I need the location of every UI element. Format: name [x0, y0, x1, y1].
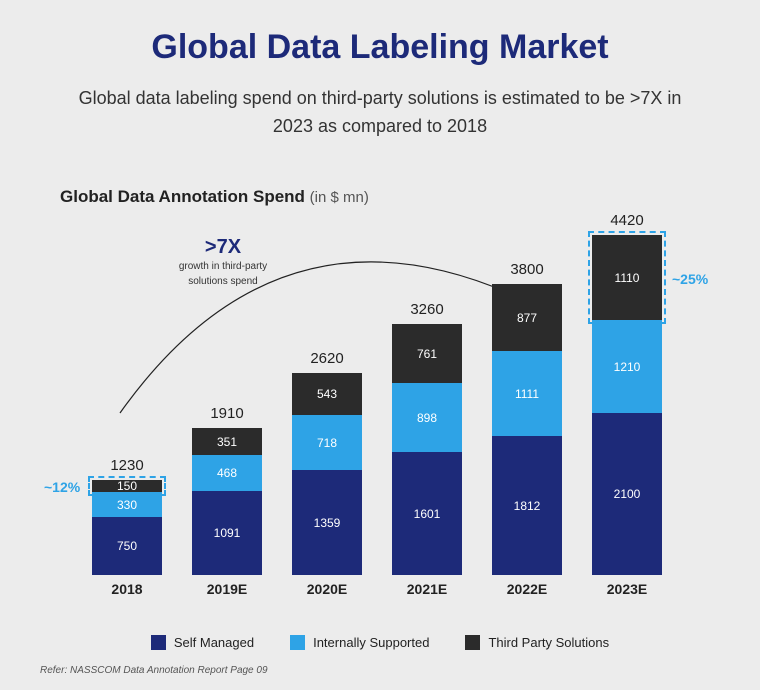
seg-self-managed: 1601	[392, 452, 462, 575]
seg-value: 718	[317, 436, 337, 450]
seg-self-managed: 750	[92, 517, 162, 575]
pct-label: ~12%	[44, 479, 80, 495]
bar-2019E: 109146835119102019E	[192, 428, 262, 575]
bar-total: 3260	[392, 301, 462, 324]
seg-value: 877	[517, 311, 537, 325]
seg-value: 1210	[614, 360, 641, 374]
seg-value: 898	[417, 411, 437, 425]
footnote: Refer: NASSCOM Data Annotation Report Pa…	[40, 665, 268, 676]
seg-third-party-solutions: 877	[492, 284, 562, 351]
legend-item: Third Party Solutions	[465, 635, 609, 650]
bar-total: 3800	[492, 261, 562, 284]
x-axis-label: 2023E	[592, 575, 662, 597]
seg-value: 1110	[615, 271, 640, 285]
seg-third-party-solutions: 1110	[592, 235, 662, 320]
seg-internally-supported: 468	[192, 455, 262, 491]
pct-label: ~25%	[672, 271, 708, 287]
seg-internally-supported: 718	[292, 415, 362, 470]
seg-internally-supported: 1210	[592, 320, 662, 413]
bar-total: 1230	[92, 457, 162, 480]
chart-title-units: (in $ mn)	[310, 189, 369, 206]
x-axis-label: 2020E	[292, 575, 362, 597]
seg-self-managed: 1359	[292, 470, 362, 575]
seg-third-party-solutions: 351	[192, 428, 262, 455]
seg-value: 761	[417, 347, 437, 361]
seg-value: 750	[117, 539, 137, 553]
bar-total: 1910	[192, 405, 262, 428]
bar-total: 2620	[292, 350, 362, 373]
bar-2023E: 21001210111044202023E	[592, 235, 662, 575]
legend-swatch	[151, 635, 166, 650]
legend-label: Third Party Solutions	[488, 635, 609, 650]
bar-2022E: 1812111187738002022E	[492, 284, 562, 575]
seg-third-party-solutions: 761	[392, 324, 462, 383]
seg-self-managed: 2100	[592, 413, 662, 575]
chart-title: Global Data Annotation Spend (in $ mn)	[60, 187, 369, 207]
seg-third-party-solutions: 543	[292, 373, 362, 415]
page-subtitle: Global data labeling spend on third-part…	[0, 67, 760, 141]
page-title: Global Data Labeling Market	[0, 0, 760, 67]
seg-internally-supported: 330	[92, 492, 162, 517]
x-axis-label: 2022E	[492, 575, 562, 597]
x-axis-label: 2019E	[192, 575, 262, 597]
seg-value: 2100	[614, 487, 641, 501]
stacked-bar-chart: 750 330 1501230 2018 1091 468 351 1910 2019E 1359…	[92, 220, 700, 600]
bar-2018: 75033015012302018	[92, 480, 162, 575]
x-axis-label: 2018	[92, 575, 162, 597]
seg-value: 1601	[414, 507, 441, 521]
seg-internally-supported: 898	[392, 383, 462, 452]
seg-self-managed: 1812	[492, 436, 562, 575]
seg-internally-supported: 1111	[492, 351, 562, 436]
chart-title-main: Global Data Annotation Spend	[60, 187, 305, 206]
seg-third-party-solutions: 150	[92, 480, 162, 492]
legend-swatch	[465, 635, 480, 650]
x-axis-label: 2021E	[392, 575, 462, 597]
seg-value: 1091	[214, 526, 241, 540]
seg-value: 1359	[314, 516, 341, 530]
legend-label: Internally Supported	[313, 635, 429, 650]
seg-value: 150	[117, 479, 137, 493]
bar-total: 4420	[592, 212, 662, 235]
seg-value: 543	[317, 387, 337, 401]
legend-swatch	[290, 635, 305, 650]
bar-2020E: 135971854326202020E	[292, 373, 362, 575]
legend-item: Self Managed	[151, 635, 254, 650]
seg-self-managed: 1091	[192, 491, 262, 575]
legend-label: Self Managed	[174, 635, 254, 650]
seg-value: 1812	[514, 499, 541, 513]
legend-item: Internally Supported	[290, 635, 429, 650]
bar-2021E: 160189876132602021E	[392, 324, 462, 575]
seg-value: 330	[117, 498, 137, 512]
chart-legend: Self Managed Internally Supported Third Pa…	[0, 635, 760, 650]
seg-value: 351	[217, 435, 237, 449]
seg-value: 468	[217, 466, 237, 480]
seg-value: 1111	[515, 387, 539, 401]
